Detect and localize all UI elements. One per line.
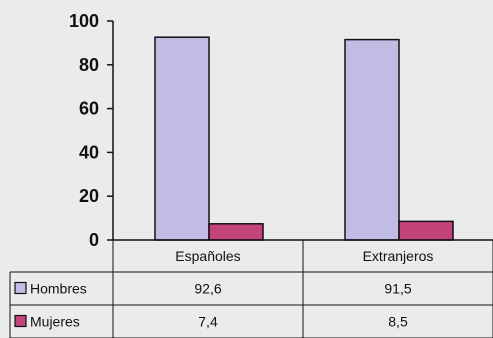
y-tick-label: 60 [79, 99, 99, 119]
legend-swatch-mujeres [14, 314, 27, 328]
bar-mujeres-1 [208, 223, 264, 241]
data-label-mujeres-1: 7,4 [198, 314, 218, 330]
bar-hombres-1 [154, 36, 210, 241]
data-label-mujeres-2: 8,5 [388, 314, 408, 330]
y-axis: 0 20 40 60 80 100 [69, 11, 114, 250]
x-tick-label: Extranjeros [363, 248, 434, 264]
y-tick-label: 40 [79, 142, 99, 162]
y-tick-label: 20 [79, 186, 99, 206]
x-tick-label: Españoles [175, 248, 240, 264]
legend-label-hombres: Hombres [30, 281, 87, 297]
y-tick-label: 100 [69, 11, 99, 31]
y-tick-label: 0 [89, 230, 99, 250]
bar-mujeres-2 [398, 220, 454, 241]
y-tick-label: 80 [79, 55, 99, 75]
legend-swatch-hombres [14, 281, 27, 295]
data-label-hombres-2: 91,5 [384, 281, 411, 297]
data-label-hombres-1: 92,6 [194, 281, 221, 297]
bar-hombres-2 [344, 38, 400, 241]
bars [154, 36, 454, 241]
data-table: Españoles Extranjeros Hombres 92,6 91,5 Mujer… [9, 239, 493, 338]
legend-label-mujeres: Mujeres [30, 314, 80, 330]
